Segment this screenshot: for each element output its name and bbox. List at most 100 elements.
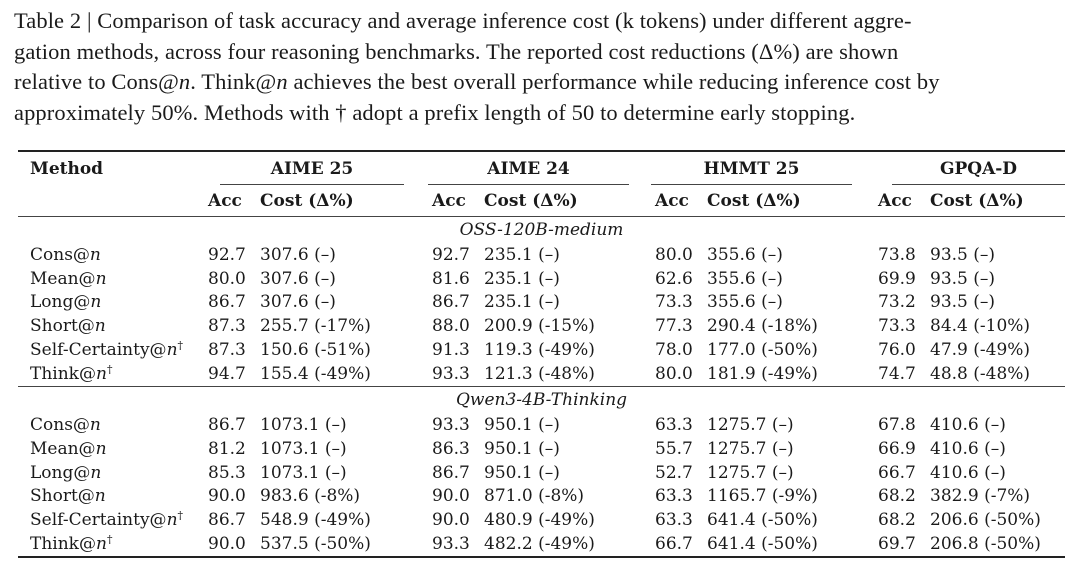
- cost-cell: 119.3 (-49%): [484, 339, 595, 360]
- method-name: Mean@n: [30, 268, 107, 289]
- cost-cell: 480.9 (-49%): [484, 510, 595, 531]
- acc-header: Acc: [432, 191, 466, 211]
- table-row: Think@n† 94.7 155.4 (-49%) 93.3 121.3 (-48%)…: [18, 363, 1065, 387]
- acc-cell: 80.0: [655, 363, 693, 384]
- cost-cell: 93.5 (–): [930, 268, 996, 289]
- acc-cell: 90.0: [208, 533, 246, 554]
- acc-cell: 66.7: [878, 462, 916, 483]
- section-label: Qwen3-4B-Thinking: [18, 386, 1066, 415]
- section-label: OSS-120B-medium: [18, 216, 1066, 244]
- cost-cell: 950.1 (–): [484, 415, 560, 436]
- acc-cell: 68.2: [878, 510, 916, 531]
- acc-header: Acc: [878, 191, 912, 211]
- acc-cell: 69.7: [878, 533, 916, 554]
- acc-cell: 63.3: [655, 415, 693, 436]
- cost-cell: 84.4 (-10%): [930, 316, 1031, 337]
- cost-cell: 206.6 (-50%): [930, 510, 1041, 531]
- cost-cell: 641.4 (-50%): [707, 510, 818, 531]
- cost-header: Cost (Δ%): [260, 191, 354, 211]
- table-caption: Table 2 | Comparison of task accuracy an…: [14, 6, 1070, 128]
- acc-cell: 73.2: [878, 292, 916, 313]
- cost-cell: 181.9 (-49%): [707, 363, 818, 384]
- acc-cell: 73.8: [878, 245, 916, 265]
- cost-cell: 155.4 (-49%): [260, 363, 371, 384]
- acc-cell: 80.0: [208, 268, 246, 289]
- caption-line-1: Table 2 | Comparison of task accuracy an…: [14, 8, 912, 33]
- acc-cell: 63.3: [655, 510, 693, 531]
- section-row: Qwen3-4B-Thinking: [18, 386, 1066, 415]
- acc-cell: 74.7: [878, 363, 916, 384]
- cost-cell: 548.9 (-49%): [260, 510, 371, 531]
- header-row-benchmarks: Method AIME 25 AIME 24 HMMT 25 GPQA-D: [18, 151, 1066, 186]
- acc-cell: 90.0: [432, 510, 470, 531]
- cost-cell: 206.8 (-50%): [930, 533, 1041, 554]
- cost-cell: 1073.1 (–): [260, 462, 347, 483]
- table-row: Self-Certainty@n† 87.3 150.6 (-51%) 91.3 119…: [18, 339, 1065, 363]
- acc-cell: 94.7: [208, 363, 246, 384]
- method-name: Cons@n: [30, 415, 101, 436]
- acc-cell: 90.0: [208, 486, 246, 507]
- acc-cell: 67.8: [878, 415, 916, 436]
- acc-cell: 73.3: [878, 316, 916, 337]
- acc-cell: 86.7: [208, 292, 246, 313]
- benchmark-header-aime24: AIME 24: [422, 151, 645, 186]
- acc-cell: 93.3: [432, 363, 470, 384]
- cost-cell: 307.6 (–): [260, 245, 336, 265]
- cost-cell: 1275.7 (–): [707, 462, 794, 483]
- cost-cell: 1073.1 (–): [260, 438, 347, 459]
- benchmark-header-aime25: AIME 25: [198, 151, 422, 186]
- table-row: Long@n 86.7 307.6 (–) 86.7 235.1 (–) 73.3 355.…: [18, 291, 1065, 315]
- method-name: Think@n†: [30, 362, 113, 384]
- acc-cell: 77.3: [655, 316, 693, 337]
- cost-cell: 1275.7 (–): [707, 415, 794, 436]
- cost-header: Cost (Δ%): [484, 191, 578, 211]
- cost-cell: 410.6 (–): [930, 462, 1006, 483]
- acc-cell: 76.0: [878, 339, 916, 360]
- cost-cell: 307.6 (–): [260, 268, 336, 289]
- benchmark-header-gpqad: GPQA-D: [868, 151, 1066, 186]
- cost-cell: 93.5 (–): [930, 292, 996, 313]
- cost-cell: 983.6 (-8%): [260, 486, 361, 507]
- acc-cell: 81.6: [432, 268, 470, 289]
- acc-cell: 52.7: [655, 462, 693, 483]
- cost-cell: 355.6 (–): [707, 292, 783, 313]
- acc-cell: 90.0: [432, 486, 470, 507]
- acc-header: Acc: [655, 191, 689, 211]
- acc-cell: 87.3: [208, 339, 246, 360]
- acc-cell: 62.6: [655, 268, 693, 289]
- method-name: Long@n: [30, 462, 102, 483]
- acc-cell: 92.7: [432, 245, 470, 265]
- method-name: Think@n†: [30, 532, 113, 554]
- cost-cell: 950.1 (–): [484, 462, 560, 483]
- table-row: Mean@n 81.2 1073.1 (–) 86.3 950.1 (–) 55.7 127…: [18, 438, 1065, 462]
- cost-cell: 93.5 (–): [930, 245, 996, 265]
- cost-cell: 235.1 (–): [484, 245, 560, 265]
- acc-cell: 73.3: [655, 292, 693, 313]
- header-row-metrics: Acc Cost (Δ%) Acc Cost (Δ%) Acc Cost (Δ%…: [18, 186, 1065, 217]
- acc-cell: 92.7: [208, 245, 246, 265]
- cost-header: Cost (Δ%): [707, 191, 801, 211]
- method-name: Cons@n: [30, 245, 101, 265]
- method-name: Short@n: [30, 316, 106, 337]
- acc-cell: 85.3: [208, 462, 246, 483]
- cost-cell: 177.0 (-50%): [707, 339, 818, 360]
- acc-cell: 55.7: [655, 438, 693, 459]
- cost-cell: 482.2 (-49%): [484, 533, 595, 554]
- cost-cell: 121.3 (-48%): [484, 363, 595, 384]
- acc-cell: 88.0: [432, 316, 470, 337]
- acc-cell: 86.7: [432, 462, 470, 483]
- table-row: Short@n 90.0 983.6 (-8%) 90.0 871.0 (-8%) 63.…: [18, 485, 1065, 509]
- cost-cell: 255.7 (-17%): [260, 316, 371, 337]
- cost-header: Cost (Δ%): [930, 191, 1024, 211]
- method-name: Self-Certainty@n†: [30, 509, 184, 531]
- cost-cell: 1275.7 (–): [707, 438, 794, 459]
- cost-cell: 871.0 (-8%): [484, 486, 585, 507]
- acc-cell: 68.2: [878, 486, 916, 507]
- method-header: Method: [30, 159, 104, 179]
- cost-cell: 48.8 (-48%): [930, 363, 1031, 384]
- caption-line-3: relative to Cons@n. Think@n achieves the…: [14, 69, 940, 94]
- cost-cell: 537.5 (-50%): [260, 533, 371, 554]
- table-body: OSS-120B-medium Cons@n 92.7 307.6 (–) 92.7 23…: [18, 216, 1066, 558]
- cost-cell: 290.4 (-18%): [707, 316, 818, 337]
- acc-cell: 78.0: [655, 339, 693, 360]
